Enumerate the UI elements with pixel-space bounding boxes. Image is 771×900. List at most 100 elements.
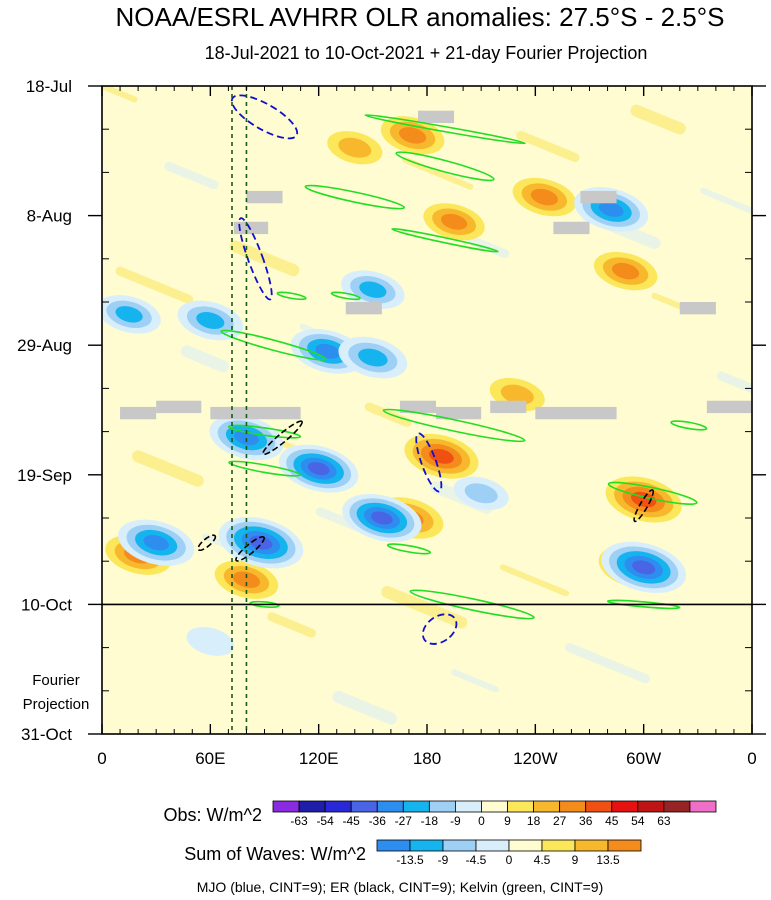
obs-colorbar-swatch-0 (272, 800, 300, 813)
obs-colorbar-label-3: -36 (369, 814, 387, 828)
missing-box-1 (246, 190, 283, 204)
texture-streak-11 (180, 345, 229, 373)
chart-subtitle: 18-Jul-2021 to 10-Oct-2021 + 21-day Four… (205, 43, 648, 63)
obs-colorbar-swatch-15 (663, 800, 691, 813)
texture-streak-7 (565, 643, 650, 684)
anomaly-blob-24-1 (464, 483, 498, 504)
waves-colorbar-swatch-5 (541, 839, 576, 852)
missing-box-8 (156, 400, 202, 414)
anomaly-blob-6-2 (612, 262, 640, 280)
obs-colorbar-swatch-8 (481, 800, 508, 813)
waves-colorbar-label-6: 13.5 (596, 853, 620, 867)
y-tick-label-4: 10-Oct (21, 595, 72, 614)
waves-colorbar-swatch-4 (508, 839, 543, 852)
obs-colorbar-swatch-2 (324, 800, 352, 813)
obs-colorbar-swatch-11 (559, 800, 587, 813)
obs-colorbar-label-6: -9 (450, 814, 461, 828)
er-contour-0 (262, 420, 303, 456)
kelvin-contour-4 (220, 329, 327, 361)
missing-box-3 (580, 190, 617, 204)
anomaly-blob-18-3 (143, 535, 169, 551)
texture-streak-15 (451, 669, 499, 693)
obs-colorbar-swatch-12 (585, 800, 613, 813)
mjo-contours (230, 94, 458, 645)
anomaly-blob-19-4 (632, 560, 656, 575)
projection-label-line2: Projection (23, 696, 90, 713)
waves-colorbar-label-5: 9 (572, 853, 579, 867)
y-tick-label-1: 8-Aug (27, 207, 72, 226)
kelvin-contour-0 (395, 151, 495, 182)
anomaly-field (102, 116, 686, 656)
kelvin-contour-9 (386, 543, 432, 555)
y-axis: 18-Jul 8-Aug 29-Aug 19-Sep 10-Oct 31-Oct (17, 77, 766, 744)
x-tick-label-4: 120W (513, 749, 557, 768)
texture-streak-24 (402, 157, 474, 190)
anomaly-blob-23-2 (359, 281, 387, 298)
x-tick-label-1: 60E (195, 749, 225, 768)
missing-box-11 (436, 406, 482, 420)
anomaly-blob-2-3 (429, 448, 454, 464)
waves-colorbar-label-4: 4.5 (534, 853, 551, 867)
waves-colorbar-swatch-0 (376, 839, 411, 852)
texture-streak-6 (499, 564, 570, 597)
missing-data-boxes (120, 110, 752, 420)
obs-colorbar-label-4: -27 (395, 814, 413, 828)
missing-box-10 (399, 400, 437, 414)
er-contour-2 (235, 535, 265, 562)
waves-colorbar-label-3: 0 (506, 853, 513, 867)
anomaly-blob-10-2 (232, 571, 261, 588)
anomaly-blob-22-2 (115, 306, 143, 323)
x-tick-label-2: 120E (299, 749, 339, 768)
er-contour-3 (633, 489, 655, 523)
x-tick-label-3: 180 (413, 749, 441, 768)
obs-colorbar-label-5: -18 (421, 814, 439, 828)
y-tick-label-3: 19-Sep (17, 466, 72, 485)
kelvin-contour-15 (249, 600, 280, 608)
obs-colorbar-swatch-3 (350, 800, 378, 813)
x-tick-label-0: 0 (97, 749, 106, 768)
obs-colorbar-swatch-4 (376, 800, 404, 813)
obs-colorbar-label-9: 18 (527, 814, 541, 828)
texture-streak-14 (381, 586, 468, 629)
obs-colorbar-label-14: 63 (657, 814, 671, 828)
waves-colorbar-swatch-7 (607, 839, 642, 852)
kelvin-contour-13 (330, 291, 361, 301)
waves-colorbar-swatch-2 (442, 839, 477, 852)
x-axis: 0 60E 120E 180 120W 60W 0 (97, 86, 757, 768)
plot-area (102, 86, 752, 734)
obs-colorbar-label-12: 45 (605, 814, 619, 828)
mjo-contour-2 (415, 432, 443, 493)
er-contours (197, 420, 655, 562)
missing-box-9 (210, 406, 301, 420)
texture-streak-22 (267, 612, 316, 638)
er-contour-1 (197, 534, 217, 552)
waves-colorbar-swatch-6 (574, 839, 609, 852)
anomaly-blob-7-2 (530, 188, 558, 206)
chart-title: NOAA/ESRL AVHRR OLR anomalies: 27.5°S - … (116, 2, 725, 32)
projection-label-line1: Fourier (32, 672, 80, 689)
kelvin-contour-11 (670, 420, 708, 431)
waves-colorbar-swatch-3 (475, 839, 510, 852)
kelvin-contour-1 (304, 184, 406, 210)
anomaly-blob-1-2 (440, 213, 468, 230)
anomaly-blob-16-2 (358, 348, 388, 367)
y-tick-label-2: 29-Aug (17, 336, 72, 355)
missing-box-0 (417, 110, 455, 124)
missing-box-6 (345, 302, 382, 315)
obs-colorbar-swatch-6 (428, 800, 456, 813)
obs-colorbar-label-13: 54 (631, 814, 645, 828)
mjo-contour-3 (421, 613, 458, 645)
mjo-contour-1 (238, 217, 273, 301)
texture-streak-0 (102, 86, 138, 103)
y-tick-label-0: 18-Jul (26, 77, 72, 96)
obs-colorbar-label-7: 0 (478, 814, 485, 828)
anomaly-blob-8-1 (338, 137, 372, 158)
kelvin-contour-3 (391, 227, 499, 253)
obs-colorbar-label-1: -54 (316, 814, 334, 828)
x-tick-label-5: 60W (626, 749, 661, 768)
anomaly-blob-14-4 (371, 511, 393, 525)
kelvin-contour-8 (409, 589, 535, 620)
obs-colorbar-swatch-14 (637, 800, 665, 813)
missing-box-5 (679, 302, 716, 315)
